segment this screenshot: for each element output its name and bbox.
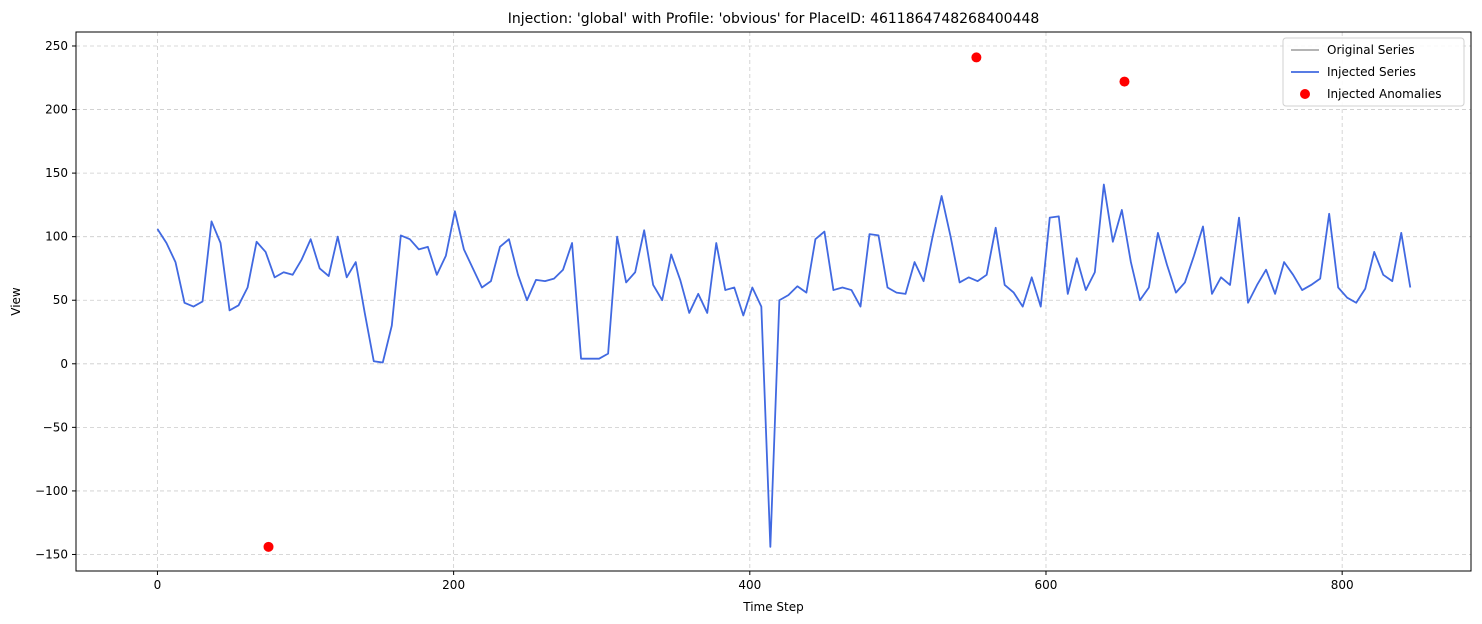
y-tick-label: 250 <box>45 39 68 53</box>
y-tick-label: 50 <box>53 293 68 307</box>
legend-label: Injected Anomalies <box>1327 87 1441 101</box>
legend-marker-anomalies <box>1300 89 1310 99</box>
grid-lines <box>76 32 1471 571</box>
legend-frame <box>1282 37 1465 107</box>
y-tick-label: −150 <box>35 547 68 561</box>
legend-label: Injected Series <box>1327 65 1416 79</box>
y-tick-label: −50 <box>43 420 68 434</box>
chart-title: Injection: 'global' with Profile: 'obvio… <box>508 11 1040 27</box>
anomaly-point <box>971 52 982 63</box>
x-axis-label: Time Step <box>742 600 804 614</box>
injected-series-line <box>156 183 1412 548</box>
x-tick-label: 0 <box>154 578 162 592</box>
y-tick-label: 100 <box>45 230 68 244</box>
y-tick-label: 200 <box>45 103 68 117</box>
x-tick-label: 800 <box>1331 578 1354 592</box>
anomaly-point <box>1119 76 1130 87</box>
x-tick-label: 200 <box>442 578 465 592</box>
anomaly-point <box>263 541 274 552</box>
plot-frame <box>75 31 1472 572</box>
legend-label: Original Series <box>1327 43 1415 57</box>
plot-area <box>156 52 1412 552</box>
y-axis-label: View <box>9 287 23 316</box>
y-axis-ticks: −150 −100 −50 0 50 100 150 200 250 <box>35 39 76 561</box>
x-tick-label: 600 <box>1035 578 1058 592</box>
y-tick-label: 150 <box>45 166 68 180</box>
x-axis-ticks: 0 200 400 600 800 <box>154 571 1354 592</box>
legend: Original Series Injected Series Injected A… <box>1282 37 1465 107</box>
x-tick-label: 400 <box>738 578 761 592</box>
y-tick-label: −100 <box>35 484 68 498</box>
y-tick-label: 0 <box>60 357 68 371</box>
